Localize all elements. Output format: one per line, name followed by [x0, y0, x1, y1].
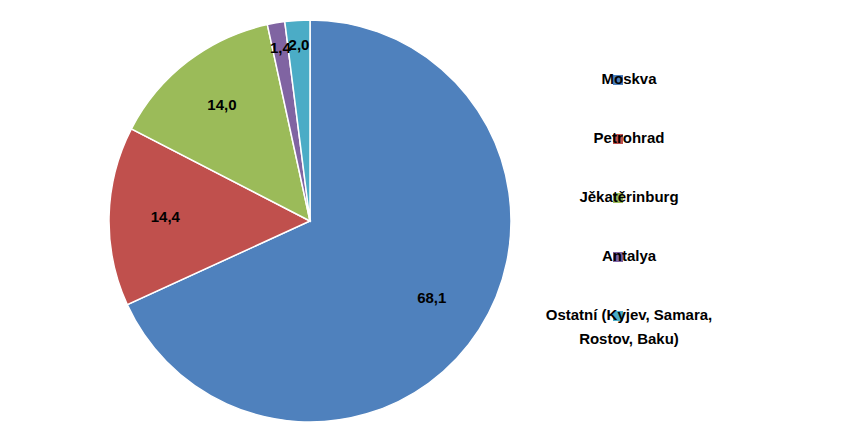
svg-text:Jěkatěrinburg: Jěkatěrinburg: [579, 188, 678, 205]
svg-text:Antalya: Antalya: [602, 247, 657, 264]
svg-text:1,4: 1,4: [270, 38, 291, 56]
svg-text:Moskva: Moskva: [601, 70, 657, 87]
svg-text:14,4: 14,4: [151, 208, 181, 225]
svg-text:Petrohrad: Petrohrad: [594, 129, 665, 146]
svg-text:2,0: 2,0: [289, 36, 310, 53]
svg-text:68,1: 68,1: [417, 289, 446, 306]
svg-text:Ostatní (Kyjev, Samara,Rostov,: Ostatní (Kyjev, Samara,Rostov, Baku): [546, 306, 712, 347]
svg-text:14,0: 14,0: [207, 96, 236, 113]
